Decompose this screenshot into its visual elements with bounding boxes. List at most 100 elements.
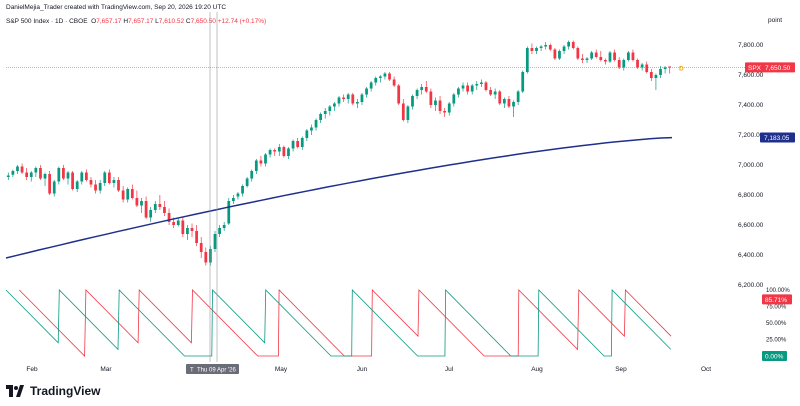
candle-body [153,204,157,210]
candle-body [406,106,410,120]
candle-body [250,171,254,179]
ma-value-badge [760,132,795,143]
candle-body [489,90,492,95]
candle-body [645,64,649,72]
time-tick-label: Mar [100,366,112,373]
price-tick-label: 6,200.00 [738,282,764,289]
candle-body [158,204,162,207]
moving-average-series [5,136,673,259]
candle-body [305,130,309,138]
candle-body [415,90,419,96]
candle-body [452,94,456,104]
candle-body [213,234,217,249]
candle-body [401,103,405,120]
candle-body [245,178,249,186]
candle-body [539,46,543,48]
low-label: L [155,18,159,25]
candle-body [222,225,226,228]
crosshair-date-badge [186,364,239,374]
moving-average-line [5,136,673,259]
osc-tick-label: 25.00% [766,338,787,344]
time-tick-label: Jul [445,366,454,373]
candle-body [259,160,263,164]
candle-body [438,100,442,111]
candle-body [397,85,401,104]
candle-body [429,91,433,105]
candle-body [181,220,185,234]
candle-body [112,180,116,183]
candle-body [576,48,580,59]
axes: 7,800.00 7,600.00 7,400.00 7,200.00 7,000.00… [6,17,795,374]
candle-body [480,82,483,84]
candle-body [48,174,52,194]
price-tick-label: 6,800.00 [738,192,764,199]
candle-body [167,213,171,222]
osc-red-label: 85.71% [765,297,787,304]
candle-body [360,94,364,102]
candle-body [34,168,38,173]
candle-body [512,102,515,107]
candle-body [149,210,153,218]
crosshair-date-label: Thu 09 Apr '26 [197,368,237,374]
oscillator-panel [5,289,672,357]
candle-body [374,78,378,83]
osc-red-badge [762,294,792,305]
dividend-marker: D [679,65,684,72]
candle-body [323,111,327,114]
candle-body [43,174,47,179]
candle-body [75,181,79,189]
candle-body [626,52,630,60]
price-tick-label: 7,200.00 [738,132,764,139]
crosshair [209,12,218,362]
author-line: DanielMejia_Trader created with TradingV… [6,4,227,11]
candle-body [365,88,368,95]
candle-body [622,60,626,68]
candle-body [57,168,61,182]
candle-body [388,73,391,80]
candle-body [328,106,332,111]
osc-tick-label: 100.00% [766,288,790,294]
candle-body [140,201,143,206]
candle-body [333,103,336,107]
price-axis-title: point [768,17,782,24]
candle-body [291,141,295,149]
candle-body [507,99,511,107]
candle-body [254,160,258,171]
candle-body [144,201,148,218]
candle-body [6,175,10,177]
oscillator-green-line [5,289,672,357]
candle-body [310,127,313,131]
candle-body [39,168,42,179]
candle-body [470,85,474,92]
candle-body [585,58,589,60]
candle-body [355,102,359,104]
candle-body [567,42,571,47]
candle-body [443,111,447,113]
candle-body [525,48,529,72]
candle-body [613,52,616,60]
candle-body [277,147,281,152]
candle-body [484,82,488,90]
candle-body [631,52,635,60]
current-price-badge [745,62,795,73]
price-tick-label: 6,600.00 [738,222,764,229]
candle-body [424,87,428,92]
candle-body [29,172,33,177]
candle-body [654,75,658,78]
symbol-name: S&P 500 Index · 1D · CBOE [6,18,88,25]
close-value: 7,650.50 [190,18,216,25]
time-tick-label: Aug [531,366,543,373]
candle-body [383,73,387,77]
candle-body [530,48,534,51]
candle-body [581,58,584,60]
candle-body [287,148,290,156]
candle-body [498,91,502,104]
time-tick-label: Feb [26,366,38,373]
candle-body [296,141,300,147]
candle-body [20,166,24,173]
current-price-symbol: SPX [748,65,762,72]
time-tick-label: Sep [615,366,627,373]
candle-body [268,150,272,155]
